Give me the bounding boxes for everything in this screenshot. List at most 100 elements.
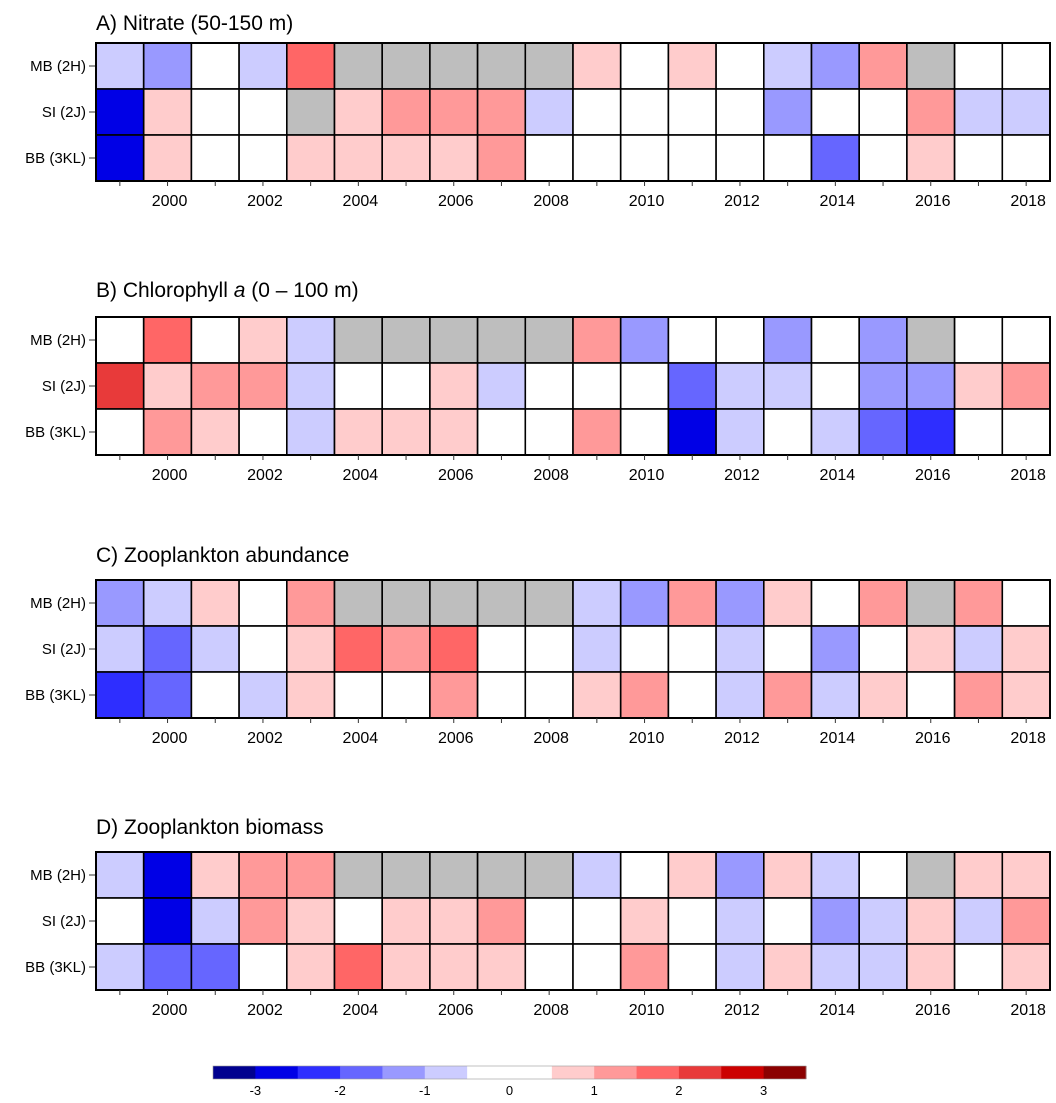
heatmap-cell — [906, 134, 956, 182]
heatmap-cell — [572, 316, 622, 364]
heatmap-cell — [333, 851, 384, 899]
heatmap-cell — [238, 88, 288, 136]
heatmap-cell — [142, 851, 193, 899]
heatmap-cell — [1001, 579, 1051, 627]
colorbar: -3 -2 -1 0 1 2 3 — [212, 1065, 807, 1098]
heatmap-cell — [715, 88, 765, 136]
heatmap-cell — [619, 671, 670, 719]
x-tick-label: 2018 — [1010, 730, 1046, 747]
heatmap-cell — [906, 408, 956, 456]
row-label: MB (2H) — [30, 58, 86, 75]
heatmap-cell — [142, 943, 193, 991]
heatmap-cell — [858, 408, 908, 456]
panel-title-rest: (0 – 100 m) — [245, 279, 358, 302]
x-tick-label: 2016 — [915, 1002, 951, 1019]
x-tick-label: 2006 — [438, 730, 474, 747]
colorbar-tick-label: -3 — [250, 1083, 262, 1098]
heatmap-cell — [1001, 134, 1051, 182]
colorbar-tick-label: 3 — [760, 1083, 767, 1098]
heatmap-cell — [906, 625, 956, 673]
heatmap-cell — [762, 851, 813, 899]
heatmap-cell — [476, 134, 527, 182]
heatmap-cell — [285, 42, 336, 90]
panel-border — [95, 851, 1051, 991]
heatmap-cell — [572, 88, 622, 136]
heatmap-cell — [572, 897, 622, 945]
heatmap-cell — [429, 943, 479, 991]
heatmap-cell — [858, 625, 908, 673]
heatmap-cell — [95, 625, 145, 673]
heatmap-cell — [476, 88, 527, 136]
heatmap-cell — [810, 134, 861, 182]
row-label: BB (3KL) — [25, 150, 86, 167]
heatmap-cell — [524, 408, 574, 456]
heatmap-cell — [381, 408, 431, 456]
heatmap-cell — [190, 316, 240, 364]
heatmap-cell — [715, 897, 765, 945]
heatmap-cell — [572, 851, 622, 899]
heatmap-cell — [476, 943, 527, 991]
x-tick-label: 2014 — [820, 1002, 856, 1019]
heatmap-cell — [95, 88, 145, 136]
heatmap-cell — [238, 408, 288, 456]
row-label: MB (2H) — [30, 867, 86, 884]
heatmap-cell — [142, 316, 193, 364]
heatmap-cell — [953, 316, 1004, 364]
heatmap-cell — [142, 134, 193, 182]
heatmap-cell — [715, 134, 765, 182]
heatmap-cell — [238, 134, 288, 182]
heatmap-cell — [762, 42, 813, 90]
heatmap-cell — [429, 42, 479, 90]
colorbar-tick-label: 0 — [506, 1083, 513, 1098]
heatmap-cell — [524, 897, 574, 945]
heatmap-cell — [524, 943, 574, 991]
heatmap-cell — [810, 362, 861, 410]
x-tick-label: 2000 — [152, 1002, 188, 1019]
heatmap-cell — [476, 362, 527, 410]
heatmap-cell — [238, 579, 288, 627]
heatmap-cell — [476, 42, 527, 90]
colorbar-swatch — [340, 1066, 383, 1079]
heatmap-cell — [476, 671, 527, 719]
heatmap-cell — [476, 579, 527, 627]
row-label: SI (2J) — [42, 641, 86, 658]
heatmap-cell — [715, 625, 765, 673]
heatmap-cell — [381, 362, 431, 410]
panel-border — [95, 42, 1051, 182]
heatmap-cell — [572, 943, 622, 991]
heatmap-cell — [190, 134, 240, 182]
x-tick-label: 2006 — [438, 467, 474, 484]
heatmap-cell — [190, 943, 240, 991]
heatmap-cell — [238, 851, 288, 899]
colorbar-swatch — [636, 1066, 680, 1079]
colorbar-swatch — [551, 1066, 595, 1079]
heatmap-cell — [142, 408, 193, 456]
heatmap-cell — [381, 851, 431, 899]
heatmap-cell — [95, 134, 145, 182]
heatmap-cell — [285, 579, 336, 627]
x-tick-label: 2016 — [915, 730, 951, 747]
heatmap-cell — [524, 88, 574, 136]
heatmap-cell — [285, 943, 336, 991]
row-label: SI (2J) — [42, 104, 86, 121]
heatmap-cell — [476, 408, 527, 456]
x-tick-label: 2018 — [1010, 1002, 1046, 1019]
heatmap-cell — [190, 88, 240, 136]
heatmap-cell — [429, 362, 479, 410]
heatmap-cell — [572, 408, 622, 456]
heatmap-cell — [619, 943, 670, 991]
x-tick-label: 2010 — [629, 730, 665, 747]
x-tick-label: 2008 — [533, 1002, 569, 1019]
x-tick-label: 2000 — [152, 730, 188, 747]
x-tick-label: 2002 — [247, 1002, 283, 1019]
heatmap-cell — [142, 671, 193, 719]
heatmap-cell — [142, 579, 193, 627]
heatmap-cell — [858, 134, 908, 182]
x-tick-label: 2012 — [724, 1002, 760, 1019]
row-label: SI (2J) — [42, 378, 86, 395]
heatmap-cell — [190, 625, 240, 673]
x-tick-label: 2008 — [533, 730, 569, 747]
heatmap-cell — [906, 316, 956, 364]
heatmap-cell — [715, 408, 765, 456]
heatmap-cell — [429, 579, 479, 627]
